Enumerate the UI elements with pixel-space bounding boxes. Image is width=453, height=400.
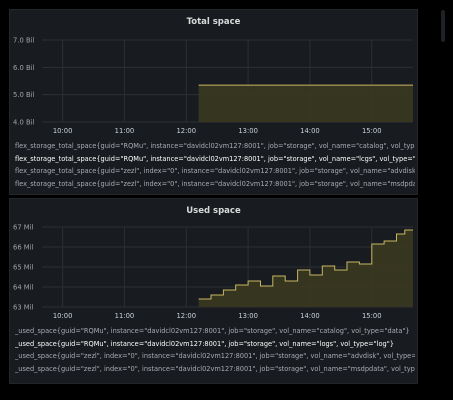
total-space-panel: Total space 4.0 Bil 5.0 Bil 6.0 Bil 7.0 Bil… — [9, 9, 418, 195]
y-tick-label: 65 Mil — [13, 264, 34, 272]
legend-item[interactable]: _used_space{guid="zezl", index="0", inst… — [15, 364, 415, 373]
series-area — [198, 230, 413, 307]
x-tick-label: 15:00 — [362, 127, 382, 135]
panel-title[interactable]: Total space — [186, 17, 241, 27]
legend-item[interactable]: flex_storage_total_space{guid="zezl", in… — [15, 167, 415, 176]
legend-item[interactable]: flex_storage_total_space{guid="RQMu", in… — [15, 142, 415, 150]
series-area — [198, 85, 413, 122]
used-space-chart: 63 Mil 64 Mil 65 Mil 66 Mil 67 Mil 10:00 11:00… — [13, 224, 413, 320]
x-tick-label: 14:00 — [300, 312, 320, 320]
page-scrollbar[interactable] — [441, 10, 445, 42]
y-tick-label: 4.0 Bil — [13, 119, 35, 127]
legend-item[interactable]: _used_space{guid="zezl", index="0", inst… — [15, 352, 415, 361]
y-tick-label: 66 Mil — [13, 244, 34, 252]
panel-title[interactable]: Used space — [186, 206, 241, 216]
x-tick-label: 13:00 — [238, 127, 258, 135]
x-tick-label: 10:00 — [53, 312, 73, 320]
y-tick-label: 5.0 Bil — [13, 91, 35, 99]
x-tick-label: 13:00 — [238, 312, 258, 320]
y-tick-label: 63 Mil — [13, 304, 34, 312]
series-line[interactable] — [198, 229, 413, 300]
used-space-legend: _used_space{guid="RQMu", instance="david… — [15, 325, 415, 375]
legend-item[interactable]: flex_storage_total_space{guid="RQMu", in… — [15, 154, 415, 163]
x-tick-label: 15:00 — [362, 312, 382, 320]
x-tick-label: 14:00 — [300, 127, 320, 135]
y-tick-label: 64 Mil — [13, 284, 34, 292]
total-space-chart: 4.0 Bil 5.0 Bil 6.0 Bil 7.0 Bil 10:00 11:00 12… — [13, 37, 413, 135]
x-tick-label: 12:00 — [176, 312, 196, 320]
y-tick-label: 67 Mil — [13, 224, 34, 232]
legend-item[interactable]: _used_space{guid="RQMu", instance="david… — [15, 327, 410, 335]
legend-item[interactable]: _used_space{guid="RQMu", instance="david… — [15, 339, 394, 348]
total-space-legend: flex_storage_total_space{guid="RQMu", in… — [15, 140, 415, 190]
used-space-panel: Used space 63 Mil 64 Mil 65 Mil 66 Mil 67 Mi… — [9, 198, 418, 384]
legend-item[interactable]: flex_storage_total_space{guid="zezl", in… — [15, 179, 415, 188]
x-tick-label: 11:00 — [115, 127, 135, 135]
x-tick-label: 11:00 — [115, 312, 135, 320]
x-tick-label: 12:00 — [176, 127, 196, 135]
x-tick-label: 10:00 — [53, 127, 73, 135]
y-tick-label: 6.0 Bil — [13, 64, 35, 72]
y-tick-label: 7.0 Bil — [13, 37, 35, 45]
